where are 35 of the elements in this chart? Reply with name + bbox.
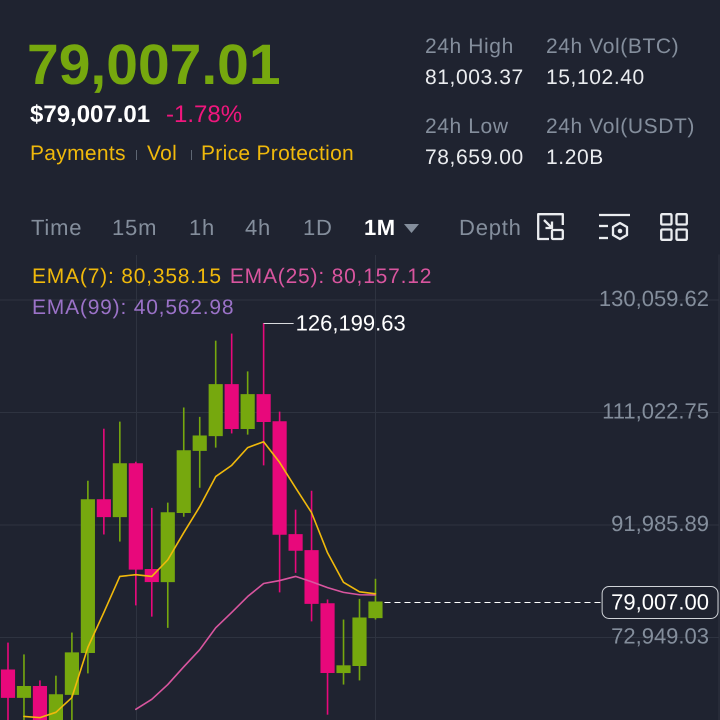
text: 24h Vol(USDT) [546, 115, 696, 140]
text: 78,659.00 [425, 146, 524, 170]
text: EMA(7): 80,358.15 [32, 265, 222, 288]
candlestick [96, 428, 111, 536]
text: 1.20B [546, 146, 604, 170]
text: 81,003.37 [425, 66, 524, 90]
candlestick [368, 578, 383, 620]
text: 1h [189, 215, 216, 240]
text: 15m [112, 215, 158, 240]
text: 4h [245, 215, 272, 240]
ref-line-label: 79,007.00 [611, 590, 709, 615]
text: 24h High [425, 35, 514, 60]
chart-title: 79,007.01 [27, 33, 281, 99]
text: 1M [364, 215, 396, 240]
text: 24h Low [425, 115, 509, 140]
y-tick-label: 72,949.03 [611, 624, 709, 649]
candlestick [16, 654, 32, 720]
text: Payments [30, 142, 126, 166]
text: Price Protection [201, 142, 354, 166]
annotation: 126,199.63 [296, 310, 406, 336]
text: Depth [459, 215, 522, 240]
candlestick [288, 508, 303, 574]
y-tick-label: 130,059.62 [598, 286, 709, 312]
text: -1.78% [166, 101, 242, 129]
text: Vol [147, 142, 178, 166]
legend-label: EMA(99): 40,562.98 [32, 296, 234, 320]
y-tick-label: 111,022.75 [602, 398, 709, 424]
text: $79,007.01 [30, 101, 150, 129]
text: EMA(25): 80,157.12 [230, 265, 432, 288]
y-tick-label: 91,985.89 [611, 511, 709, 536]
text: 1D [303, 215, 333, 240]
text: 24h Vol(BTC) [546, 35, 680, 60]
text: 15,102.40 [546, 66, 645, 90]
text: Time [31, 215, 82, 240]
candlestick [336, 618, 351, 686]
